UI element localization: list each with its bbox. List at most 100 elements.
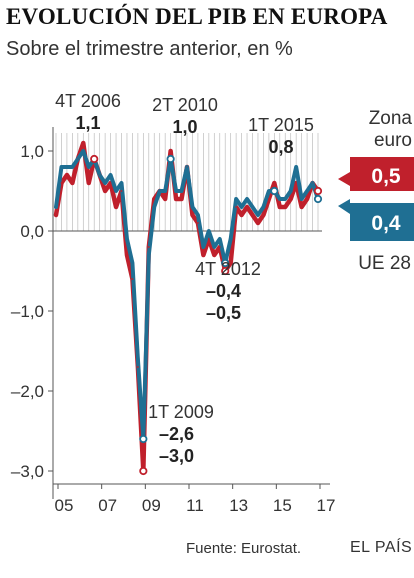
highlight-marker xyxy=(166,154,175,164)
data-point-ue-28 xyxy=(76,158,79,160)
data-point-ue-28 xyxy=(158,190,161,192)
data-point-zona-euro xyxy=(229,262,232,264)
data-point-ue-28 xyxy=(164,190,167,192)
chart-title: EVOLUCIÓN DEL PIB EN EUROPA xyxy=(6,4,388,29)
y-tick-label: 0,0 xyxy=(20,222,44,241)
y-tick-label: –2,0 xyxy=(11,382,44,401)
chart-subtitle: Sobre el trimestre anterior, en % xyxy=(6,38,293,60)
annotation-value: –2,6 xyxy=(159,424,194,444)
data-point-zona-euro xyxy=(55,214,57,216)
data-point-zona-euro xyxy=(218,246,221,248)
legend-box-ue-28 xyxy=(350,203,414,241)
data-point-zona-euro xyxy=(202,254,205,256)
y-tick-label: –3,0 xyxy=(11,462,44,481)
data-point-zona-euro xyxy=(267,198,270,200)
annotation-label: 4T 2006 xyxy=(55,91,121,111)
data-point-ue-28 xyxy=(300,198,303,200)
legend-value-zona-euro: 0,5 xyxy=(371,165,401,188)
data-point-ue-28 xyxy=(60,166,63,168)
data-point-zona-euro xyxy=(136,366,139,368)
data-point-zona-euro xyxy=(164,198,167,200)
data-point-ue-28 xyxy=(262,206,265,208)
y-tick-label: –1,0 xyxy=(11,302,44,321)
legend-pointer-zona-euro xyxy=(338,172,350,186)
data-point-zona-euro xyxy=(306,198,308,200)
data-point-ue-28 xyxy=(218,238,221,240)
legend-label-ue-28: UE 28 xyxy=(358,253,411,274)
data-point-zona-euro xyxy=(273,182,276,184)
data-point-ue-28 xyxy=(207,230,210,232)
highlight-marker xyxy=(270,186,279,196)
data-point-ue-28 xyxy=(136,358,139,360)
data-point-ue-28 xyxy=(175,190,177,192)
data-point-ue-28 xyxy=(126,238,128,240)
data-point-zona-euro xyxy=(115,206,117,208)
annotation-label: 1T 2015 xyxy=(248,115,314,135)
annotation-value: –0,4 xyxy=(206,281,241,301)
data-point-zona-euro xyxy=(147,246,150,248)
x-tick-label: 07 xyxy=(98,496,117,515)
annotation-label: 2T 2010 xyxy=(152,95,218,115)
legend-pointer-ue-28 xyxy=(338,199,350,214)
data-point-zona-euro xyxy=(126,254,128,256)
x-tick-label: 09 xyxy=(142,496,161,515)
x-tick-label: 17 xyxy=(317,496,336,515)
data-point-ue-28 xyxy=(251,206,254,208)
x-tick-label: 15 xyxy=(273,496,292,515)
x-tick-label: 13 xyxy=(229,496,248,515)
data-point-ue-28 xyxy=(109,174,112,176)
data-point-zona-euro xyxy=(207,238,210,240)
data-point-zona-euro xyxy=(66,174,68,176)
y-tick-label: 1,0 xyxy=(20,142,44,161)
data-point-zona-euro xyxy=(82,142,85,144)
data-point-ue-28 xyxy=(284,198,287,200)
data-point-zona-euro xyxy=(120,190,123,192)
data-point-ue-28 xyxy=(235,198,238,200)
x-tick-label: 11 xyxy=(186,496,204,515)
data-point-ue-28 xyxy=(66,166,68,168)
data-point-ue-28 xyxy=(115,190,117,192)
brand-logo: EL PAÍS xyxy=(350,539,413,556)
data-point-ue-28 xyxy=(153,206,156,208)
data-point-ue-28 xyxy=(240,206,243,208)
data-point-ue-28 xyxy=(180,190,183,192)
x-tick-label: 05 xyxy=(55,496,74,515)
highlight-marker xyxy=(90,154,99,164)
data-point-ue-28 xyxy=(202,246,205,248)
highlight-marker xyxy=(139,466,148,476)
annotation-value: 1,1 xyxy=(75,113,100,133)
data-point-ue-28 xyxy=(306,190,308,192)
data-point-zona-euro xyxy=(109,182,112,184)
data-point-ue-28 xyxy=(55,206,57,208)
data-point-ue-28 xyxy=(311,182,314,184)
data-point-zona-euro xyxy=(180,198,183,200)
data-point-zona-euro xyxy=(235,206,238,208)
data-point-zona-euro xyxy=(60,182,63,184)
data-point-ue-28 xyxy=(104,182,107,184)
data-point-ue-28 xyxy=(278,198,281,200)
data-point-zona-euro xyxy=(87,182,90,184)
data-point-ue-28 xyxy=(229,238,232,240)
annotation-label: 1T 2009 xyxy=(148,402,214,422)
data-point-ue-28 xyxy=(98,174,101,176)
data-point-zona-euro xyxy=(213,254,216,256)
data-point-zona-euro xyxy=(257,222,259,224)
source-note: Fuente: Eurostat. xyxy=(186,540,302,557)
data-point-ue-28 xyxy=(295,166,298,168)
data-point-ue-28 xyxy=(213,246,216,248)
data-point-ue-28 xyxy=(267,190,270,192)
highlight-marker xyxy=(221,258,230,268)
data-point-ue-28 xyxy=(186,166,188,168)
annotation-value: –0,5 xyxy=(206,303,241,323)
highlight-marker xyxy=(313,194,323,204)
data-point-zona-euro xyxy=(240,214,243,216)
data-point-ue-28 xyxy=(197,214,199,216)
data-point-ue-28 xyxy=(82,150,85,152)
legend-box-zona-euro xyxy=(350,157,414,191)
data-point-ue-28 xyxy=(246,198,248,200)
data-point-zona-euro xyxy=(289,198,292,200)
legend-label-euro: euro xyxy=(374,130,412,151)
legend-label-zona: Zona xyxy=(369,108,413,129)
annotation-label: 4T 2012 xyxy=(195,259,261,279)
